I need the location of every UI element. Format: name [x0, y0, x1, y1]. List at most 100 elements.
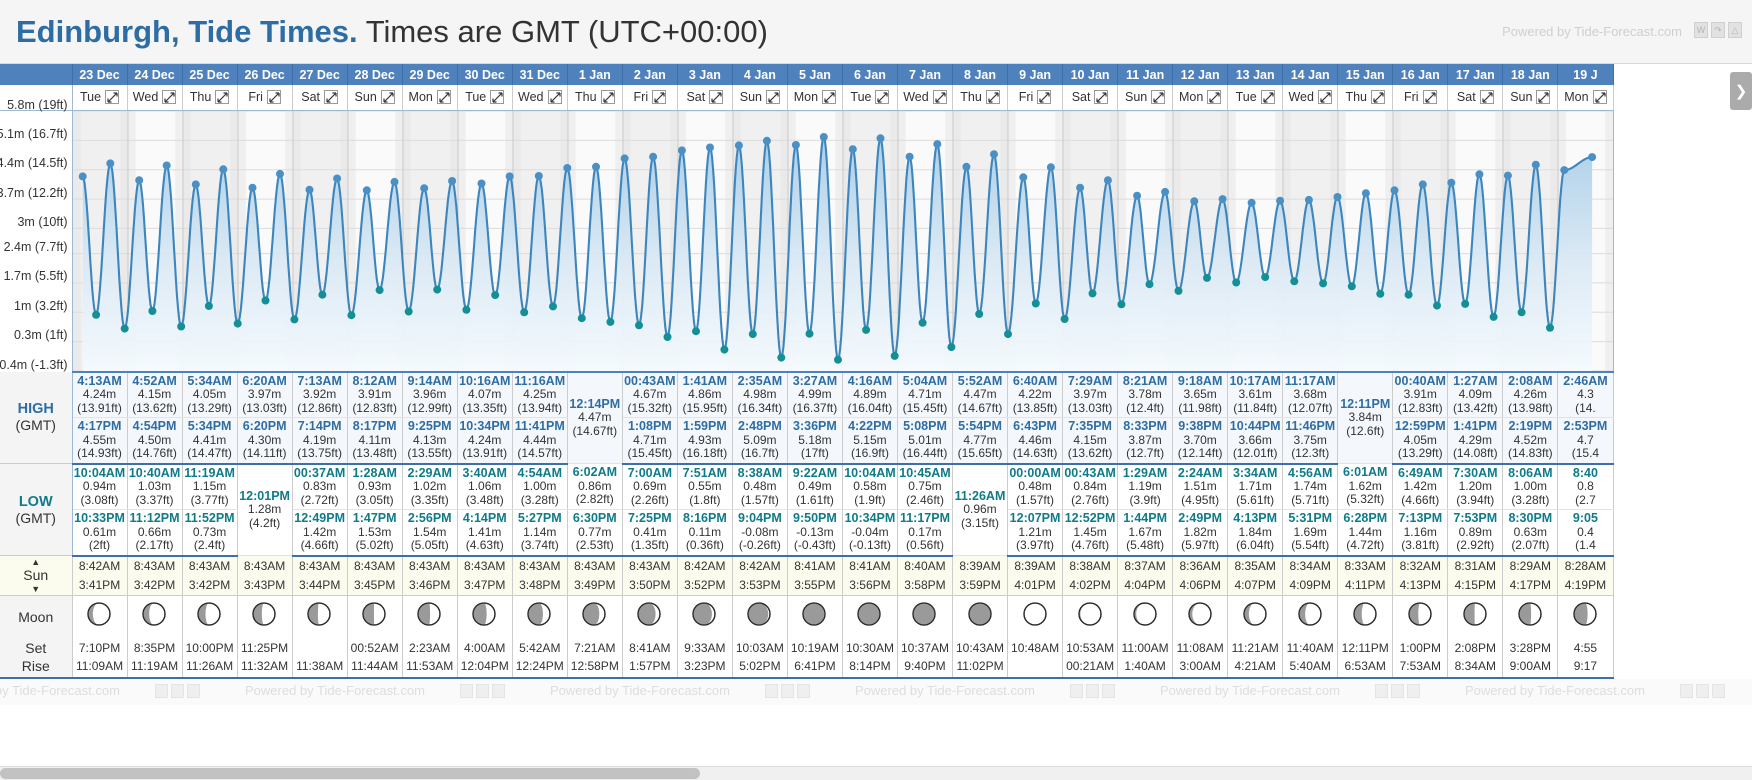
expand-icon[interactable]	[1592, 90, 1607, 105]
expand-icon[interactable]	[1422, 90, 1437, 105]
expand-icon[interactable]	[709, 90, 724, 105]
expand-icon[interactable]	[822, 90, 837, 105]
expand-icon[interactable]	[1479, 90, 1494, 105]
column-weekday-header-25[interactable]: Sat	[1447, 85, 1504, 111]
tide-chart[interactable]	[72, 110, 1614, 373]
column-date-header-22[interactable]: 14 Jan	[1282, 64, 1339, 85]
column-date-header-16[interactable]: 8 Jan	[952, 64, 1009, 85]
moonrise-time: 6:41PM	[794, 659, 836, 673]
column-date-header-9[interactable]: 1 Jan	[567, 64, 623, 85]
column-weekday-header-16[interactable]: Thu	[952, 85, 1009, 111]
column-date-header-24[interactable]: 16 Jan	[1392, 64, 1449, 85]
sunrise-time: 8:43AM	[519, 558, 561, 573]
moonset-time: 11:25PM	[241, 641, 289, 655]
column-date-header-21[interactable]: 13 Jan	[1227, 64, 1284, 85]
column-weekday-header-1[interactable]: Wed	[127, 85, 183, 111]
column-date-header-2[interactable]: 25 Dec	[182, 64, 238, 85]
column-weekday-header-5[interactable]: Sun	[347, 85, 403, 111]
expand-icon[interactable]	[932, 90, 947, 105]
column-date-header-26[interactable]: 18 Jan	[1502, 64, 1559, 85]
horizontal-scrollbar-thumb[interactable]	[0, 768, 700, 779]
expand-icon[interactable]	[1536, 90, 1551, 105]
expand-icon[interactable]	[1094, 90, 1109, 105]
column-weekday-header-14[interactable]: Tue	[842, 85, 898, 111]
column-date-header-19[interactable]: 11 Jan	[1117, 64, 1174, 85]
column-weekday-header-18[interactable]: Sat	[1062, 85, 1119, 111]
column-weekday-header-6[interactable]: Mon	[402, 85, 458, 111]
expand-icon[interactable]	[1317, 90, 1332, 105]
column-date-header-1[interactable]: 24 Dec	[127, 64, 183, 85]
column-weekday-header-12[interactable]: Sun	[732, 85, 788, 111]
column-date-header-15[interactable]: 7 Jan	[897, 64, 954, 85]
column-weekday-header-26[interactable]: Sun	[1502, 85, 1559, 111]
tide-height-ft: (12.3ft)	[1291, 446, 1330, 460]
column-date-header-27[interactable]: 19 J	[1557, 64, 1614, 85]
horizontal-scrollbar[interactable]	[0, 766, 1752, 780]
tide-height-ft: (3.94ft)	[1456, 492, 1495, 507]
moon-phase-cell-0	[72, 595, 128, 638]
expand-icon[interactable]	[436, 90, 451, 105]
column-weekday-header-23[interactable]: Thu	[1337, 85, 1394, 111]
column-weekday-header-4[interactable]: Sat	[292, 85, 348, 111]
column-date-header-23[interactable]: 15 Jan	[1337, 64, 1394, 85]
column-weekday-header-17[interactable]: Fri	[1007, 85, 1064, 111]
column-weekday-header-9[interactable]: Thu	[567, 85, 623, 111]
expand-icon[interactable]	[324, 90, 339, 105]
tide-table-scroll-frame[interactable]: 23 Dec 24 Dec 25 Dec 26 Dec 27 Dec 28 Dec 29 D…	[0, 64, 1752, 780]
column-date-header-17[interactable]: 9 Jan	[1007, 64, 1064, 85]
expand-icon[interactable]	[1151, 90, 1166, 105]
column-weekday-header-2[interactable]: Thu	[182, 85, 238, 111]
column-date-header-20[interactable]: 12 Jan	[1172, 64, 1229, 85]
expand-icon[interactable]	[1037, 90, 1052, 105]
expand-icon[interactable]	[652, 90, 667, 105]
column-date-header-4[interactable]: 27 Dec	[292, 64, 348, 85]
tide-height-m: 1.42m	[302, 524, 337, 539]
column-weekday-header-24[interactable]: Fri	[1392, 85, 1449, 111]
column-date-header-6[interactable]: 29 Dec	[402, 64, 458, 85]
column-date-header-25[interactable]: 17 Jan	[1447, 64, 1504, 85]
column-weekday-header-20[interactable]: Mon	[1172, 85, 1229, 111]
expand-icon[interactable]	[380, 90, 395, 105]
expand-icon[interactable]	[490, 90, 505, 105]
column-weekday-header-11[interactable]: Sat	[677, 85, 733, 111]
column-date-header-3[interactable]: 26 Dec	[237, 64, 293, 85]
expand-icon[interactable]	[215, 90, 230, 105]
column-date-header-11[interactable]: 3 Jan	[677, 64, 733, 85]
column-weekday-header-10[interactable]: Fri	[622, 85, 678, 111]
expand-icon[interactable]	[766, 90, 781, 105]
expand-icon[interactable]	[1260, 90, 1275, 105]
column-weekday-header-15[interactable]: Wed	[897, 85, 954, 111]
tide-time: 11:17AM	[1284, 373, 1336, 388]
column-date-header-10[interactable]: 2 Jan	[622, 64, 678, 85]
column-weekday-header-21[interactable]: Tue	[1227, 85, 1284, 111]
tide-height-ft: (2.4ft)	[193, 538, 226, 552]
column-weekday-header-27[interactable]: Mon	[1557, 85, 1614, 111]
expand-icon[interactable]	[1371, 90, 1385, 105]
expand-icon[interactable]	[985, 90, 1000, 105]
column-weekday-header-7[interactable]: Tue	[457, 85, 513, 111]
high-tide-cell-13-1: 3:36PM 5.18m (17ft)	[787, 417, 843, 465]
column-weekday-header-0[interactable]: Tue	[72, 85, 128, 111]
column-date-header-12[interactable]: 4 Jan	[732, 64, 788, 85]
column-weekday-header-19[interactable]: Sun	[1117, 85, 1174, 111]
column-date-header-8[interactable]: 31 Dec	[512, 64, 568, 85]
expand-icon[interactable]	[162, 90, 177, 105]
moon-phase-icon	[1243, 602, 1267, 626]
column-date-header-5[interactable]: 28 Dec	[347, 64, 403, 85]
expand-icon[interactable]	[600, 90, 615, 105]
column-date-header-14[interactable]: 6 Jan	[842, 64, 898, 85]
column-date-header-0[interactable]: 23 Dec	[72, 64, 128, 85]
next-days-button[interactable]: ❯	[1730, 72, 1752, 110]
column-date-header-18[interactable]: 10 Jan	[1062, 64, 1119, 85]
column-weekday-header-3[interactable]: Fri	[237, 85, 293, 111]
column-date-header-7[interactable]: 30 Dec	[457, 64, 513, 85]
expand-icon[interactable]	[875, 90, 890, 105]
expand-icon[interactable]	[266, 90, 281, 105]
expand-icon[interactable]	[547, 90, 562, 105]
column-weekday-header-22[interactable]: Wed	[1282, 85, 1339, 111]
column-date-header-13[interactable]: 5 Jan	[787, 64, 843, 85]
expand-icon[interactable]	[105, 90, 120, 105]
column-weekday-header-13[interactable]: Mon	[787, 85, 843, 111]
expand-icon[interactable]	[1207, 90, 1222, 105]
column-weekday-header-8[interactable]: Wed	[512, 85, 568, 111]
